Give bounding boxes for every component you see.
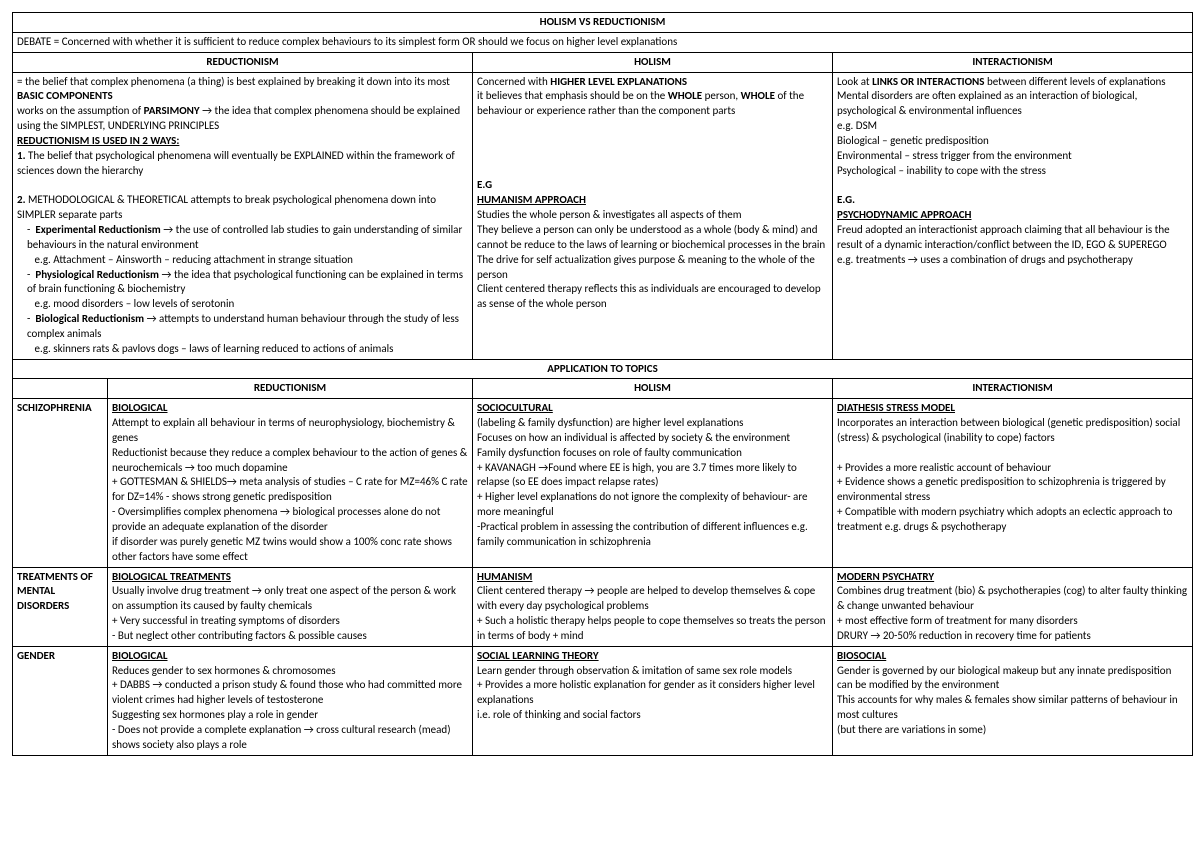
- debate-row: DEBATE = Concerned with whether it is su…: [13, 32, 1193, 52]
- sch-hol: SOCIOCULTURAL (labeling & family dysfunc…: [473, 399, 833, 567]
- title: HOLISM VS REDUCTIONISM: [13, 13, 1193, 33]
- row-treatments: TREATMENTS OF MENTAL DISORDERS: [13, 567, 108, 646]
- app-col-red: REDUCTIONISM: [108, 379, 473, 399]
- holism-body: Concerned with HIGHER LEVEL EXPLANATIONS…: [473, 72, 833, 359]
- main-table: HOLISM VS REDUCTIONISM DEBATE = Concerne…: [12, 12, 1193, 756]
- app-title: APPLICATION TO TOPICS: [13, 359, 1193, 379]
- blank-header: [13, 379, 108, 399]
- tre-int: MODERN PSYCHATRY Combines drug treatment…: [833, 567, 1193, 646]
- app-col-int: INTERACTIONISM: [833, 379, 1193, 399]
- col-reductionism: REDUCTIONISM: [13, 52, 473, 72]
- gen-int: BIOSOCIAL Gender is governed by our biol…: [833, 646, 1193, 755]
- row-schizophrenia: SCHIZOPHRENIA: [13, 399, 108, 567]
- tre-hol: HUMANISM Client centered therapy → peopl…: [473, 567, 833, 646]
- row-gender: GENDER: [13, 646, 108, 755]
- app-col-hol: HOLISM: [473, 379, 833, 399]
- sch-red: BIOLOGICAL Attempt to explain all behavi…: [108, 399, 473, 567]
- gen-hol: SOCIAL LEARNING THEORY Learn gender thro…: [473, 646, 833, 755]
- tre-red: BIOLOGICAL TREATMENTS Usually involve dr…: [108, 567, 473, 646]
- col-holism: HOLISM: [473, 52, 833, 72]
- interactionism-body: Look at LINKS OR INTERACTIONS between di…: [833, 72, 1193, 359]
- sch-int: DIATHESIS STRESS MODEL Incorporates an i…: [833, 399, 1193, 567]
- gen-red: BIOLOGICAL Reduces gender to sex hormone…: [108, 646, 473, 755]
- reductionism-body: = the belief that complex phenomena (a t…: [13, 72, 473, 359]
- col-interactionism: INTERACTIONISM: [833, 52, 1193, 72]
